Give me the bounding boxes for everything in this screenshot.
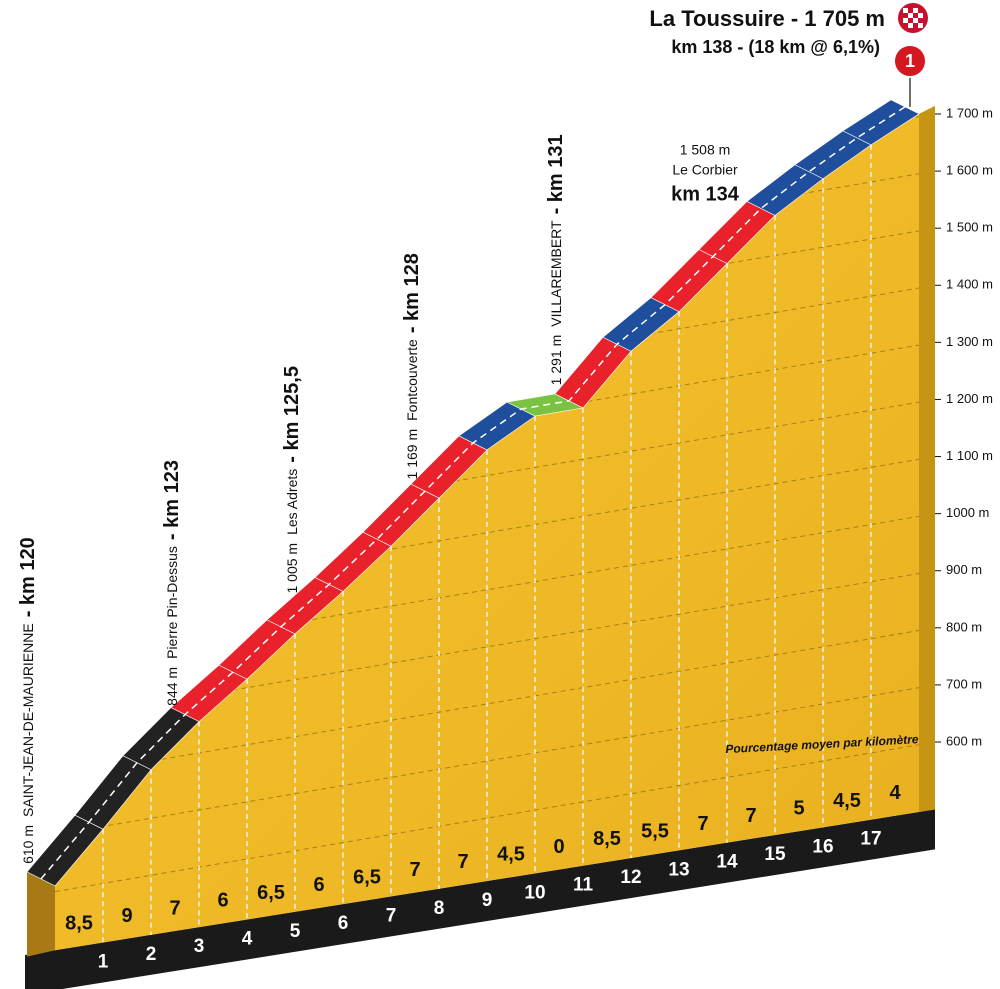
y-tick-label: 900 m: [946, 562, 982, 577]
badge-label: 1: [905, 51, 915, 71]
waypoint-altitude: 844 m: [164, 667, 180, 706]
gradient-label: 0: [553, 836, 564, 858]
waypoint-name: Pierre Pin-Dessus: [164, 546, 180, 659]
waypoint-label: 1 005 m Les Adrets - km 125,5: [281, 366, 303, 593]
finish-flag: [898, 3, 928, 33]
chart-title: La Toussuire - 1 705 m: [649, 6, 885, 31]
km-label: 12: [620, 867, 641, 888]
gradient-label: 7: [697, 813, 708, 835]
waypoint-name: Fontcouverte: [404, 339, 420, 421]
gradient-label: 6: [313, 874, 324, 896]
waypoint-km: - km 131: [545, 134, 567, 214]
gradient-label: 4: [889, 782, 901, 804]
km-label: 13: [668, 859, 689, 880]
km-label: 3: [194, 936, 205, 957]
gradient-label: 8,5: [65, 913, 93, 935]
profile-left-face: [27, 871, 55, 957]
y-tick-label: 1 100 m: [946, 448, 993, 463]
km-label: 11: [573, 875, 594, 896]
waypoint-label: 610 m SAINT-JEAN-DE-MAURIENNE - km 120: [17, 537, 39, 864]
gradient-label: 6: [217, 890, 228, 912]
y-tick-label: 1 400 m: [946, 277, 993, 292]
waypoint-altitude: 1 291 m: [548, 335, 564, 386]
gradient-label: 9: [121, 905, 132, 927]
ribbon-centerline: [40, 106, 906, 880]
waypoint-altitude: 1 005 m: [284, 543, 300, 594]
gradient-label: 6,5: [257, 882, 285, 904]
gradient-label: 7: [745, 805, 756, 827]
waypoint-name: SAINT-JEAN-DE-MAURIENNE: [20, 623, 36, 817]
waypoint-label: 1 169 m Fontcouverte - km 128: [401, 253, 423, 479]
y-tick-label: 1 300 m: [946, 334, 993, 349]
km-label: 5: [290, 921, 301, 942]
waypoint-km: - km 125,5: [281, 366, 303, 463]
km-label: 9: [482, 890, 493, 911]
base-band: [25, 809, 935, 989]
waypoint-altitude: 1 508 m: [680, 142, 731, 158]
km-label: 17: [860, 829, 881, 850]
km-label: 8: [434, 898, 445, 919]
waypoint-km: - km 120: [17, 537, 39, 617]
waypoint-name: VILLAREMBERT: [548, 220, 564, 327]
km-label: 10: [524, 882, 545, 903]
gradient-label: 7: [457, 851, 468, 873]
waypoint-km: km 134: [671, 183, 740, 205]
gradient-label: 4,5: [497, 844, 525, 866]
chart-subtitle: km 138 - (18 km @ 6,1%): [671, 37, 880, 57]
km-label: 1: [98, 952, 109, 973]
gradient-label: 5,5: [641, 820, 669, 842]
waypoint-name: Le Corbier: [672, 162, 738, 178]
gradient-label: 7: [169, 897, 180, 919]
waypoint-altitude: 1 169 m: [404, 429, 420, 480]
km-label: 7: [386, 905, 397, 926]
gradient-label: 7: [409, 859, 420, 881]
y-tick-label: 1000 m: [946, 505, 989, 520]
y-tick-label: 800 m: [946, 619, 982, 634]
grid-line: [55, 684, 919, 836]
waypoint-label: 1 291 m VILLAREMBERT - km 131: [545, 134, 567, 385]
y-tick-label: 1 700 m: [946, 105, 993, 120]
km-label: 14: [716, 852, 738, 873]
km-label: 2: [146, 944, 157, 965]
gradient-label: 6,5: [353, 867, 381, 889]
waypoint-name: Les Adrets: [284, 469, 300, 535]
y-tick-label: 1 600 m: [946, 163, 993, 178]
waypoint-km: - km 128: [401, 253, 423, 333]
grid-line: [55, 741, 919, 893]
badge-circle: [893, 44, 927, 78]
profile-right-face: [919, 105, 935, 812]
y-tick-label: 1 200 m: [946, 391, 993, 406]
km-label: 6: [338, 913, 349, 934]
km-label: 15: [764, 844, 786, 865]
y-tick-label: 700 m: [946, 676, 982, 691]
y-tick-label: 1 500 m: [946, 220, 993, 235]
km-label: 16: [812, 836, 833, 857]
km-label: 4: [242, 928, 253, 949]
gradient-label: 4,5: [833, 790, 861, 812]
gradient-label: 8,5: [593, 828, 621, 850]
gradient-label: 5: [793, 797, 804, 819]
waypoint-label: 844 m Pierre Pin-Dessus - km 123: [161, 460, 183, 706]
waypoint-altitude: 610 m: [20, 825, 36, 864]
y-tick-label: 600 m: [946, 733, 982, 748]
waypoint-km: - km 123: [161, 460, 183, 540]
grid-line: [55, 627, 919, 778]
